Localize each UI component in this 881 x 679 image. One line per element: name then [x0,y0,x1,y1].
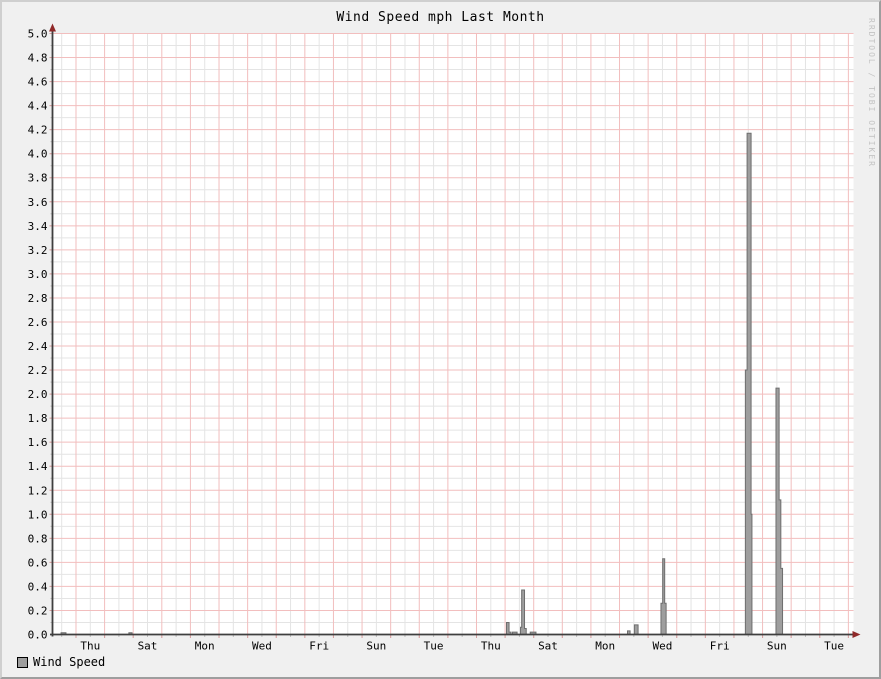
y-tick-label: 4.0 [28,148,48,161]
x-tick-label: Thu [80,640,100,653]
legend-swatch-icon [17,656,28,668]
legend-label: Wind Speed [33,655,106,669]
y-tick-label: 0.4 [28,580,48,593]
y-axis-arrow-icon [49,23,56,32]
x-tick-label: Wed [652,640,672,653]
y-tick-label: 3.0 [28,268,48,281]
y-tick-label: 0.2 [28,604,48,617]
x-tick-label: Mon [595,640,615,653]
x-tick-label: Mon [195,640,215,653]
x-tick-label: Fri [309,640,329,653]
y-tick-label: 0.8 [28,532,48,545]
chart-title: Wind Speed mph Last Month [336,10,545,25]
y-tick-label: 0.0 [28,629,48,642]
y-tick-label: 1.2 [28,484,48,497]
x-tick-label: Sun [366,640,386,653]
x-tick-label: Tue [824,640,844,653]
y-tick-label: 1.6 [28,436,48,449]
y-tick-label: 4.2 [28,124,48,137]
y-tick-label: 2.2 [28,364,48,377]
series-area-wind-speed [52,132,854,635]
y-tick-label: 3.4 [28,220,48,233]
y-tick-label: 2.4 [28,340,48,353]
legend: Wind Speed [17,655,105,669]
y-tick-label: 4.4 [28,100,48,113]
y-tick-label: 3.6 [28,196,48,209]
x-tick-label: Sat [138,640,158,653]
y-tick-label: 0.6 [28,556,48,569]
y-tick-label: 3.8 [28,172,48,185]
y-tick-label: 1.4 [28,460,48,473]
y-tick-label: 4.8 [28,52,48,65]
y-tick-label: 2.0 [28,388,48,401]
rrdtool-watermark: RRDTOOL / TOBI OETIKER [867,18,876,168]
grid-minor [51,33,854,637]
y-tick-label: 4.6 [28,76,48,89]
x-tick-labels: Thu Sat Mon Wed Fri Sun Tue Thu Sat Mon Wed Fri Sun T… [80,640,844,653]
x-tick-label: Tue [424,640,444,653]
x-tick-label: Sat [538,640,558,653]
y-tick-label: 5.0 [28,28,48,41]
y-tick-labels: 5.0 4.8 4.6 4.4 4.2 4.0 3.8 3.6 3.4 3.2 3.0 2.8 2.6 2… [28,28,48,642]
axes [50,27,855,637]
x-axis-arrow-icon [852,631,861,638]
x-tick-label: Wed [252,640,272,653]
x-tick-label: Thu [481,640,501,653]
y-tick-label: 3.2 [28,244,48,257]
axis-arrows [49,23,861,638]
y-tick-label: 2.8 [28,292,48,305]
y-tick-label: 1.0 [28,508,48,521]
grid-major [49,33,854,638]
x-tick-label: Fri [710,640,730,653]
x-tick-label: Sun [767,640,787,653]
y-tick-label: 2.6 [28,316,48,329]
y-tick-label: 1.8 [28,412,48,425]
